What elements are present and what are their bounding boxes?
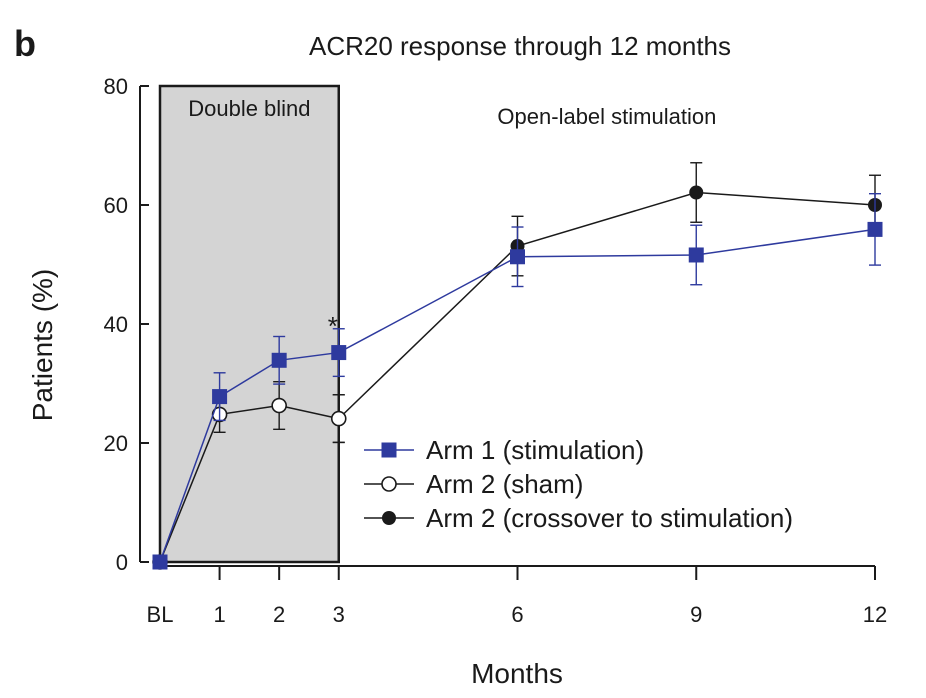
data-point-arm-2-sham: [330, 410, 347, 427]
y-tick-label: 80: [104, 74, 128, 99]
legend-marker: [382, 511, 396, 525]
legend-item: Arm 2 (crossover to stimulation): [364, 503, 793, 533]
y-tick-label: 40: [104, 312, 128, 337]
legend-marker: [381, 476, 397, 492]
legend-marker: [381, 442, 397, 458]
double-blind-region: [158, 84, 340, 564]
data-point-arm-2-sham: [271, 397, 287, 414]
legend-item: Arm 1 (stimulation): [364, 435, 644, 465]
x-tick-label: 2: [273, 602, 285, 627]
x-tick-label: 12: [863, 602, 887, 627]
series-line-arm-2-crossover-to-stimulation: [338, 191, 876, 420]
chart-title: ACR20 response through 12 months: [309, 31, 731, 61]
legend-label: Arm 2 (crossover to stimulation): [426, 503, 793, 533]
data-point-arm-1-stimulation: [152, 554, 168, 570]
y-tick-label: 0: [116, 550, 128, 575]
x-tick-label: 3: [333, 602, 345, 627]
data-point-arm-2-crossover-to-stimulation: [689, 185, 704, 200]
y-tick-label: 60: [104, 193, 128, 218]
series-line-arm-2-sham: [159, 404, 339, 563]
legend-label: Arm 1 (stimulation): [426, 435, 644, 465]
data-point-arm-1-stimulation: [867, 221, 883, 237]
double-blind-label: Double blind: [188, 96, 310, 121]
series-3: [332, 162, 882, 444]
panel-letter: b: [14, 23, 36, 64]
data-point-arm-1-stimulation: [510, 249, 525, 265]
x-axis-label: Months: [471, 658, 563, 689]
legend-label: Arm 2 (sham): [426, 469, 583, 499]
significance-marker: *: [328, 311, 338, 341]
data-point-arm-1-stimulation: [331, 345, 347, 361]
x-tick-label: 6: [511, 602, 523, 627]
y-tick-label: 20: [104, 431, 128, 456]
legend-item: Arm 2 (sham): [364, 469, 583, 499]
data-point-arm-1-stimulation: [212, 389, 228, 405]
x-tick-label: 1: [213, 602, 225, 627]
open-label-annotation: Open-label stimulation: [497, 104, 716, 129]
data-point-arm-1-stimulation: [271, 352, 287, 368]
data-point-arm-1-stimulation: [688, 247, 704, 263]
x-tick-label: 9: [690, 602, 702, 627]
y-axis-label: Patients (%): [27, 269, 58, 422]
series-1: [152, 192, 883, 570]
x-tick-label: BL: [147, 602, 174, 627]
